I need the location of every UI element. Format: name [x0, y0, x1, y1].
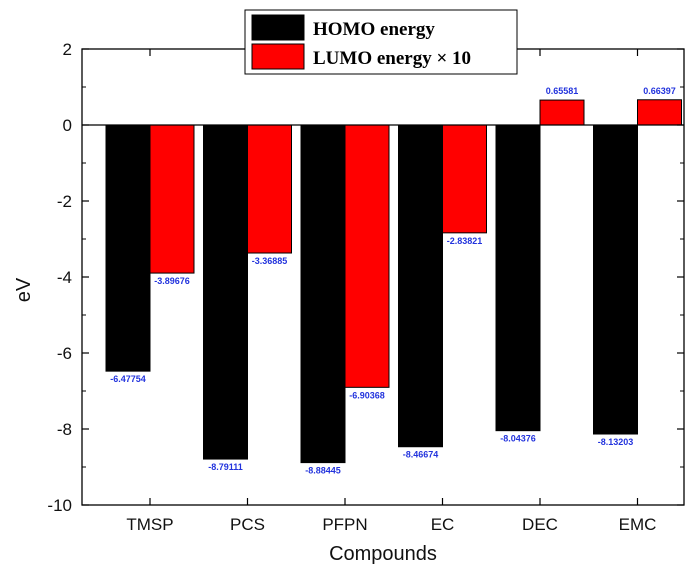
y-tick-label: 0	[63, 116, 72, 135]
data-label-homo-ec: -8.46674	[403, 450, 439, 460]
legend-label-homo: HOMO energy	[313, 19, 435, 40]
legend-label-lumo: LUMO energy × 10	[313, 48, 471, 69]
bar-lumo-emc	[637, 99, 682, 126]
x-tick-label-emc: EMC	[619, 515, 657, 534]
data-label-lumo-emc: 0.66397	[643, 86, 676, 96]
legend-swatch-homo	[251, 14, 305, 41]
y-axis-title: eV	[13, 277, 35, 302]
x-tick-label-pfpn: PFPN	[322, 515, 367, 534]
bar-lumo-dec	[539, 99, 585, 126]
axes-layer: 2 0 -2 -4 -6 -8 -10 TMSP PCS PFPN EC DEC EMC	[47, 40, 685, 534]
data-label-lumo-pcs: -3.36885	[252, 256, 288, 266]
bar-homo-pfpn	[300, 124, 346, 464]
data-label-homo-tmsp: -6.47754	[110, 374, 146, 384]
bar-homo-emc	[593, 124, 638, 435]
x-axis-title: Compounds	[329, 543, 437, 565]
y-tick-label: -10	[47, 496, 72, 515]
x-tick-label-dec: DEC	[522, 515, 558, 534]
y-tick-label: 2	[63, 40, 72, 59]
legend-swatch-lumo	[251, 43, 305, 70]
data-label-lumo-ec: -2.83821	[447, 236, 483, 246]
x-tick-label-tmsp: TMSP	[126, 515, 173, 534]
data-label-homo-pcs: -8.79111	[208, 462, 243, 472]
y-tick-label: -2	[57, 192, 72, 211]
bar-homo-ec	[398, 124, 443, 448]
labels-layer: -6.47754 -3.89676 -8.79111 -3.36885 -8.88445…	[110, 86, 676, 476]
legend: HOMO energy LUMO energy × 10	[244, 9, 518, 75]
data-label-lumo-pfpn: -6.90368	[349, 390, 385, 400]
data-label-lumo-tmsp: -3.89676	[154, 276, 190, 286]
data-label-homo-emc: -8.13203	[598, 437, 634, 447]
bar-lumo-tmsp	[149, 124, 195, 274]
bar-homo-pcs	[203, 124, 248, 460]
bar-homo-tmsp	[105, 124, 151, 372]
bar-homo-dec	[495, 124, 541, 432]
data-label-homo-dec: -8.04376	[500, 434, 536, 444]
y-tick-label: -6	[57, 344, 72, 363]
data-label-homo-pfpn: -8.88445	[305, 466, 341, 476]
bar-lumo-ec	[442, 124, 487, 234]
y-tick-label: -4	[57, 268, 72, 287]
bar-lumo-pcs	[247, 124, 292, 254]
bars-layer	[105, 99, 682, 464]
y-tick-label: -8	[57, 420, 72, 439]
x-tick-label-ec: EC	[431, 515, 455, 534]
bar-lumo-pfpn	[344, 124, 390, 388]
x-tick-label-pcs: PCS	[230, 515, 265, 534]
data-label-lumo-dec: 0.65581	[546, 86, 579, 96]
